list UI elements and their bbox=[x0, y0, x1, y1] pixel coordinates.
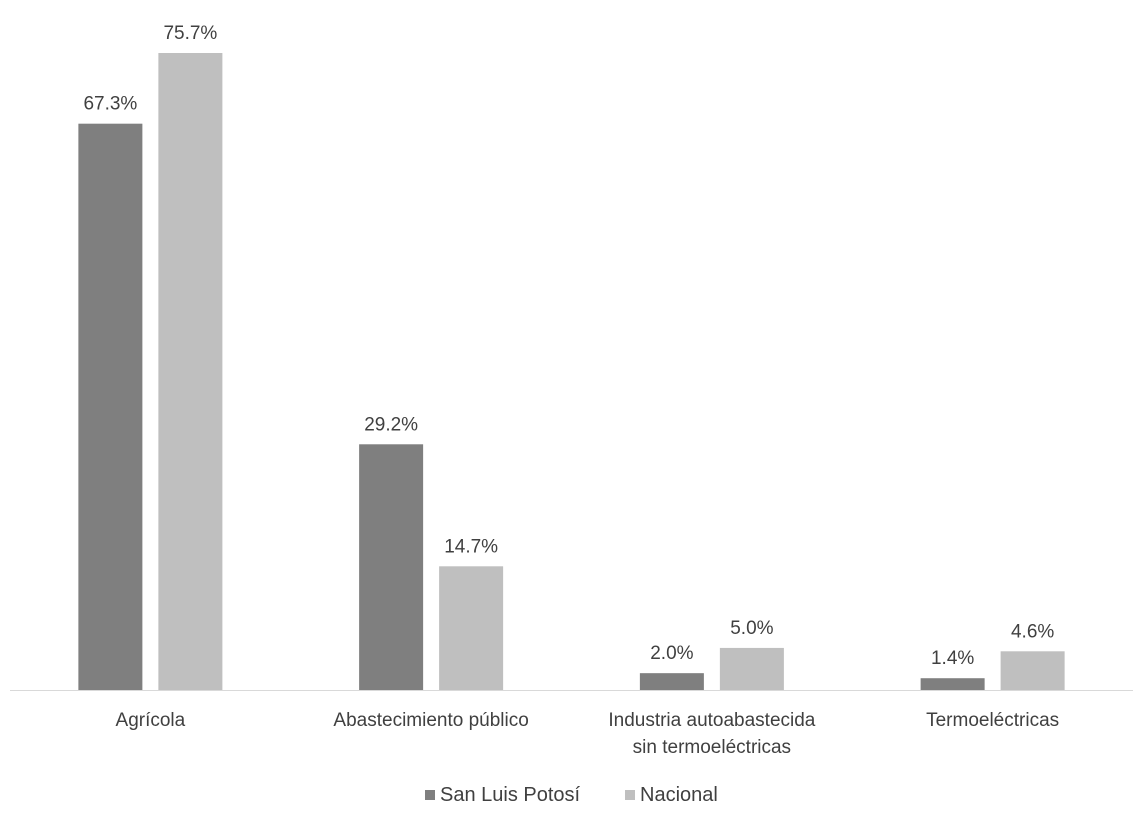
bar-san-luis-potosi-1 bbox=[359, 444, 424, 690]
data-label: 4.6% bbox=[1011, 621, 1054, 642]
category-label: sin termoeléctricas bbox=[633, 737, 791, 758]
data-label: 14.7% bbox=[444, 536, 498, 557]
data-label: 75.7% bbox=[163, 23, 217, 44]
category-label: Industria autoabastecida bbox=[608, 710, 815, 731]
legend-label: San Luis Potosí bbox=[440, 784, 581, 806]
bar-nacional-0 bbox=[158, 53, 223, 690]
bar-nacional-2 bbox=[719, 647, 784, 690]
data-label: 67.3% bbox=[83, 94, 137, 115]
category-label: Termoeléctricas bbox=[926, 710, 1059, 731]
legend-swatch-1 bbox=[625, 790, 635, 800]
category-label: Abastecimiento público bbox=[333, 710, 528, 731]
bar-san-luis-potosi-0 bbox=[78, 123, 143, 691]
data-label: 1.4% bbox=[931, 648, 974, 669]
bar-san-luis-potosi-3 bbox=[920, 678, 985, 690]
bar-nacional-1 bbox=[439, 566, 504, 690]
bar-san-luis-potosi-2 bbox=[639, 673, 704, 690]
category-label: Agrícola bbox=[116, 710, 186, 731]
data-label: 5.0% bbox=[730, 618, 773, 639]
data-label: 29.2% bbox=[364, 414, 418, 435]
data-label: 2.0% bbox=[650, 643, 693, 664]
bar-nacional-3 bbox=[1000, 651, 1065, 690]
legend-swatch-0 bbox=[425, 790, 435, 800]
legend-label: Nacional bbox=[640, 784, 718, 806]
